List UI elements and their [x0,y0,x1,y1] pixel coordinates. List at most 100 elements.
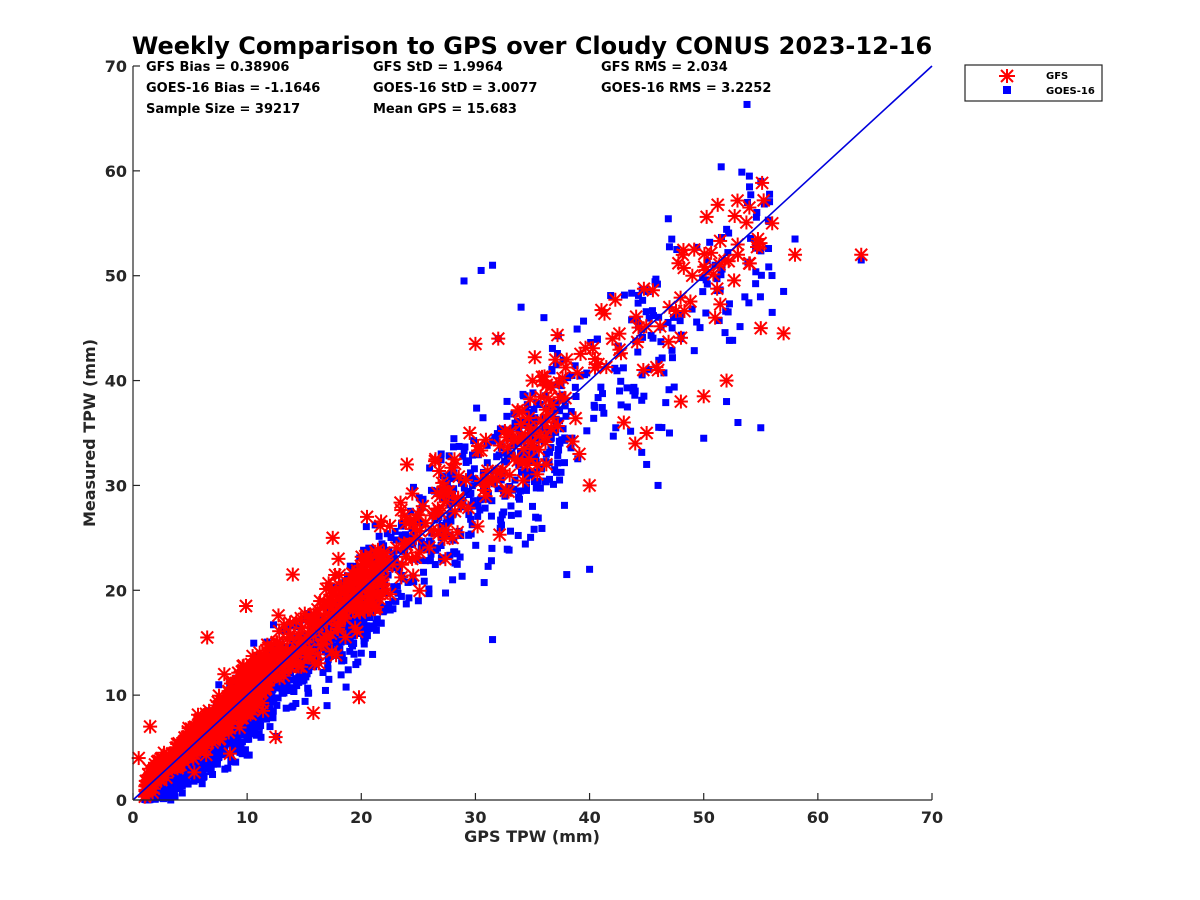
goes16-point [752,213,760,221]
goes16-point [207,764,215,772]
goes16-point [183,770,191,778]
goes16-point [660,369,668,377]
goes16-point [503,545,511,553]
goes16-point [238,738,246,746]
goes16-point [571,383,579,391]
gfs-point [578,340,593,355]
goes16-point [551,381,559,389]
goes16-point [580,317,588,325]
goes16-point [638,396,646,404]
goes16-point [468,482,476,490]
goes16-point [547,434,555,442]
gfs-point [217,667,232,682]
goes16-point [257,711,265,719]
goes16-point [346,647,354,655]
goes16-point [483,495,491,503]
statistic-text: Mean GPS = 15.683 [373,102,517,117]
goes16-point [530,525,538,533]
goes16-point [487,557,495,565]
goes16-point [631,391,639,399]
gfs-point [462,426,477,440]
y-tick-label: 20 [105,581,127,600]
legend-gfs-marker [999,69,1015,83]
goes16-point [342,683,350,691]
goes16-point [638,448,646,456]
goes16-point [266,723,274,731]
gfs-point [788,247,803,262]
goes16-point [509,442,517,450]
goes16-point [349,615,357,623]
goes16-point [645,314,653,322]
goes16-point [451,559,459,567]
goes16-point [392,597,400,605]
gfs-point [531,442,546,457]
gfs-point [538,402,553,417]
goes16-point [688,305,696,313]
gfs-point [361,578,376,593]
goes16-point [489,437,497,445]
goes16-point [791,235,799,243]
gfs-point [516,473,531,488]
goes16-point [255,723,263,731]
statistic-text: GFS RMS = 2.034 [601,60,728,75]
goes16-point [302,673,310,681]
goes16-point [252,730,260,738]
goes16-point [153,790,161,798]
gfs-point [676,242,691,257]
goes16-point [768,272,776,280]
gfs-point [742,200,757,215]
x-tick-label: 70 [921,808,943,827]
goes16-point [639,296,647,304]
goes16-point [583,427,591,435]
legend-goes16-label: GOES-16 [1046,86,1095,97]
goes16-point [747,191,755,199]
goes16-point [209,770,217,778]
goes16-point [744,198,752,206]
gfs-point [461,500,476,515]
goes16-point [209,749,217,757]
gfs-point [221,695,236,710]
goes16-point [554,445,562,453]
goes16-point [532,484,540,492]
goes16-point [468,521,476,529]
goes16-point [344,666,352,674]
goes16-point [290,687,298,695]
goes16-point [611,364,619,372]
legend: GFS GOES-16 [964,64,1103,102]
goes16-point [745,299,753,307]
gfs-point [241,661,256,676]
goes16-point [282,682,290,690]
goes16-point [289,702,297,710]
gfs-point [268,730,283,745]
goes16-point [397,522,405,530]
goes16-point [723,225,731,233]
goes16-point [536,484,544,492]
goes16-point [269,714,277,722]
goes16-point [634,291,642,299]
legend-box [964,64,1103,102]
goes16-point [334,645,342,653]
gfs-point [527,350,542,365]
goes16-point [522,483,530,491]
goes16-point [232,739,240,747]
goes16-point [220,743,228,751]
goes16-point [366,614,374,622]
gfs-point [252,645,267,660]
gfs-point [605,331,620,346]
goes16-point [147,794,155,802]
goes16-point [530,405,538,413]
gfs-point [346,567,361,582]
goes16-point [690,347,698,355]
goes16-point [484,562,492,570]
gfs-point [753,321,768,336]
gfs-point [673,394,688,409]
gfs-point [525,373,540,388]
goes16-point [600,409,608,417]
gfs-point [708,310,723,325]
goes16-point [488,544,496,552]
gfs-point [661,334,676,349]
goes16-point [552,404,560,412]
goes16-point [467,515,475,523]
goes16-point [654,481,662,489]
goes16-point [568,371,576,379]
